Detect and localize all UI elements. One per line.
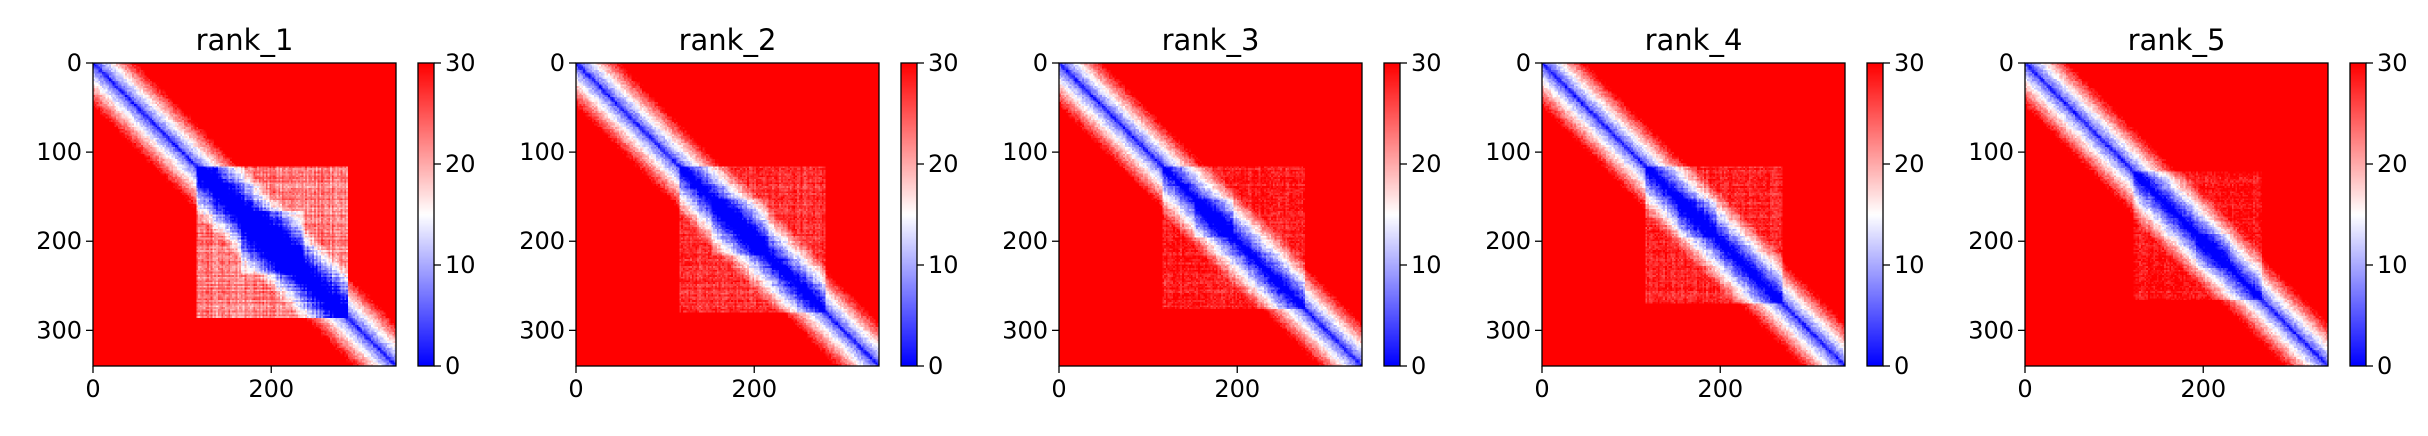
y-tick-label: 300: [519, 316, 565, 344]
y-tick-label: 300: [36, 316, 82, 344]
x-tick-label: 0: [2017, 375, 2032, 403]
colorbar-tick-label: 20: [1894, 150, 1925, 178]
y-tick-label: 300: [1002, 316, 1048, 344]
x-tick-label: 200: [248, 375, 294, 403]
colorbar-tick-label: 0: [928, 352, 943, 380]
y-tick-label: 0: [1516, 49, 1531, 77]
x-tick-label: 200: [1697, 375, 1743, 403]
colorbar-frame: [900, 62, 918, 367]
panel-5: rank_5 0 200 0 100 200 300 0 10 20 30: [1968, 23, 2407, 403]
colorbar-frame: [417, 62, 435, 367]
colorbar-tick-label: 0: [1894, 352, 1909, 380]
y-tick-label: 100: [1485, 138, 1531, 166]
panel-1: rank_1 0 200 0 100 200 300 0 10 20 30: [36, 23, 475, 403]
x-tick-label: 0: [568, 375, 583, 403]
heatmap-image: [576, 63, 879, 366]
y-tick-label: 200: [519, 227, 565, 255]
y-tick-label: 300: [1485, 316, 1531, 344]
colorbar: [418, 63, 434, 366]
panel-4: rank_4 0 200 0 100 200 300 0 10 20 30: [1485, 23, 1924, 403]
y-tick-label: 0: [67, 49, 82, 77]
colorbar-tick-label: 20: [2377, 150, 2408, 178]
axes-frame: [1058, 62, 1363, 367]
y-tick-label: 100: [519, 138, 565, 166]
y-tick-label: 0: [1999, 49, 2014, 77]
colorbar-frame: [2349, 62, 2367, 367]
heatmap-image: [1542, 63, 1845, 366]
colorbar-tick-label: 10: [1894, 251, 1925, 279]
y-tick-label: 200: [36, 227, 82, 255]
colorbar-tick-label: 30: [2377, 49, 2408, 77]
colorbar-tick-label: 0: [445, 352, 460, 380]
x-tick-label: 0: [85, 375, 100, 403]
y-tick-label: 200: [1968, 227, 2014, 255]
heatmap-image: [2025, 63, 2328, 366]
colorbar-tick-label: 0: [1411, 352, 1426, 380]
y-tick-label: 0: [1033, 49, 1048, 77]
y-tick-label: 200: [1002, 227, 1048, 255]
x-tick-label: 200: [731, 375, 777, 403]
x-tick-label: 200: [2180, 375, 2226, 403]
colorbar-tick-label: 10: [1411, 251, 1442, 279]
panel-2: rank_2 0 200 0 100 200 300 0 10 20 30: [519, 23, 958, 403]
y-tick-label: 100: [1968, 138, 2014, 166]
colorbar-tick-label: 20: [1411, 150, 1442, 178]
axes-frame: [575, 62, 880, 367]
colorbar-tick-label: 20: [445, 150, 476, 178]
axes-frame: [2024, 62, 2329, 367]
axes-frame: [1541, 62, 1846, 367]
panel-title: rank_4: [1645, 23, 1743, 57]
colorbar-tick-label: 10: [445, 251, 476, 279]
heatmap-image: [1059, 63, 1362, 366]
panel-title: rank_3: [1162, 23, 1260, 57]
axes-frame: [92, 62, 397, 367]
panel-title: rank_1: [196, 23, 294, 57]
y-tick-label: 100: [36, 138, 82, 166]
colorbar-tick-label: 30: [1411, 49, 1442, 77]
panel-3: rank_3 0 200 0 100 200 300 0 10 20 30: [1002, 23, 1441, 403]
colorbar: [1384, 63, 1400, 366]
colorbar-tick-label: 10: [928, 251, 959, 279]
colorbar: [901, 63, 917, 366]
colorbar-frame: [1383, 62, 1401, 367]
y-tick-label: 300: [1968, 316, 2014, 344]
colorbar-tick-label: 0: [2377, 352, 2392, 380]
y-tick-label: 0: [550, 49, 565, 77]
heatmap-image: [93, 63, 396, 366]
panel-title: rank_2: [679, 23, 777, 57]
colorbar-tick-label: 20: [928, 150, 959, 178]
colorbar-tick-label: 30: [928, 49, 959, 77]
y-tick-label: 100: [1002, 138, 1048, 166]
colorbar-tick-label: 10: [2377, 251, 2408, 279]
colorbar: [2350, 63, 2366, 366]
colorbar: [1867, 63, 1883, 366]
x-tick-label: 200: [1214, 375, 1260, 403]
x-tick-label: 0: [1534, 375, 1549, 403]
colorbar-tick-label: 30: [445, 49, 476, 77]
y-tick-label: 200: [1485, 227, 1531, 255]
colorbar-frame: [1866, 62, 1884, 367]
x-tick-label: 0: [1051, 375, 1066, 403]
colorbar-tick-label: 30: [1894, 49, 1925, 77]
panel-title: rank_5: [2128, 23, 2226, 57]
